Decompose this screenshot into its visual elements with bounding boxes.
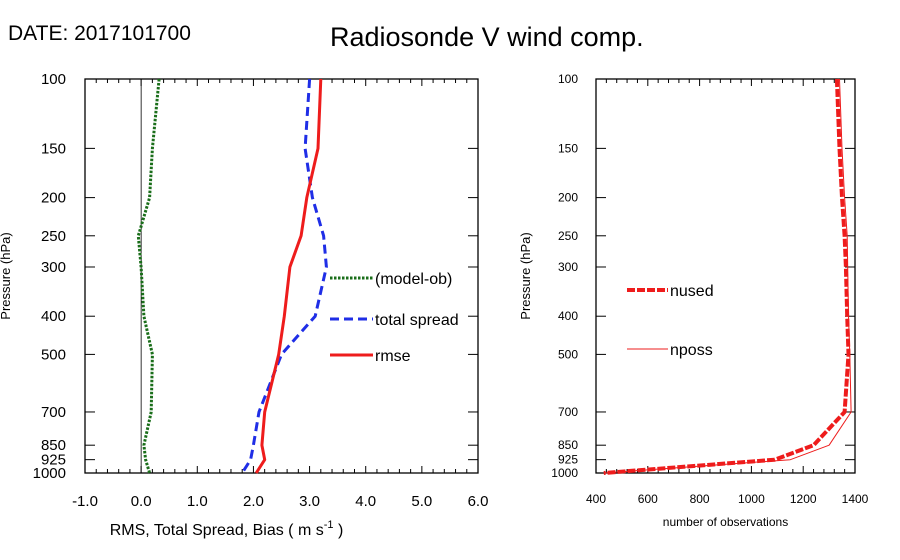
- right-plot-frame: [595, 78, 856, 474]
- left-y-tick-label: 850: [41, 437, 66, 454]
- left-y-tick-label: 100: [41, 71, 66, 88]
- right-series-nposs: [603, 78, 852, 474]
- right-y-tick-label: 200: [558, 191, 578, 205]
- left-x-tick-label: 1.0: [187, 493, 208, 510]
- left-x-tick-label: 0.0: [131, 493, 152, 510]
- right-y-tick-label: 150: [558, 141, 578, 155]
- left-x-tick-label: 4.0: [355, 493, 376, 510]
- left-y-tick-label: 300: [41, 259, 66, 276]
- right-x-tick-label: 800: [690, 492, 710, 506]
- x-axis-label-superscript: -1: [324, 519, 334, 531]
- left-y-tick-label: 400: [41, 308, 66, 325]
- left-legend-label: total spread: [375, 312, 459, 329]
- left-x-tick-label: 6.0: [468, 493, 489, 510]
- right-y-axis-label: Pressure (hPa): [518, 232, 533, 319]
- chart-title: Radiosonde V wind comp.: [330, 22, 644, 52]
- right-y-tick-label: 850: [558, 438, 578, 452]
- right-y-tick-label: 500: [558, 347, 578, 361]
- right-legend-label: nposs: [670, 342, 713, 359]
- left-series-total-spread: [240, 78, 328, 474]
- right-x-tick-label: 400: [586, 492, 606, 506]
- right-panel: 400 600 800 1000 1200 1400 100 150 200 250 300 400 5…: [518, 72, 869, 529]
- right-x-axis-label: number of observations: [663, 515, 788, 529]
- date-label: DATE: 2017101700: [8, 22, 191, 45]
- left-plot-frame: [84, 78, 479, 474]
- left-x-tick-label: 5.0: [411, 493, 432, 510]
- left-y-tick-label: 250: [41, 228, 66, 245]
- left-y-tick-label: 200: [41, 190, 66, 207]
- right-legend-label: nused: [670, 283, 714, 300]
- left-x-tick-label: -1.0: [72, 493, 98, 510]
- right-y-tick-label: 250: [558, 229, 578, 243]
- right-y-tick-label: 700: [558, 405, 578, 419]
- left-y-tick-label: 700: [41, 404, 66, 421]
- left-x-tick-label: 2.0: [243, 493, 264, 510]
- left-legend-label: rmse: [375, 348, 411, 365]
- right-y-tick-label: 925: [558, 453, 578, 467]
- left-y-tick-label: 925: [41, 452, 66, 469]
- left-y-tick-label: 150: [41, 140, 66, 157]
- left-y-tick-label: 500: [41, 346, 66, 363]
- right-y-tick-label: 100: [558, 72, 578, 86]
- right-x-tick-label: 1200: [790, 492, 817, 506]
- left-panel: -1.0 0.0 1.0 2.0 3.0 4.0 5.0 6.0 100 150 200 250 300…: [0, 71, 488, 539]
- left-legend-label: (model-ob): [375, 271, 452, 288]
- right-x-tick-label: 1400: [842, 492, 869, 506]
- left-y-tick-label: 1000: [33, 465, 66, 482]
- right-x-tick-label: 1000: [738, 492, 765, 506]
- left-x-tick-label: 3.0: [299, 493, 320, 510]
- left-x-axis-label: RMS, Total Spread, Bias ( m s-1 ): [110, 519, 344, 539]
- right-series-nused: [603, 78, 851, 475]
- left-series-rmse: [254, 78, 323, 474]
- x-axis-label-end: ): [334, 522, 344, 539]
- right-y-tick-label: 300: [558, 260, 578, 274]
- right-x-tick-label: 600: [638, 492, 658, 506]
- left-y-axis-label: Pressure (hPa): [0, 232, 13, 319]
- x-axis-label-text: RMS, Total Spread, Bias ( m s: [110, 522, 324, 539]
- right-y-tick-label: 1000: [551, 466, 578, 480]
- right-y-tick-label: 400: [558, 309, 578, 323]
